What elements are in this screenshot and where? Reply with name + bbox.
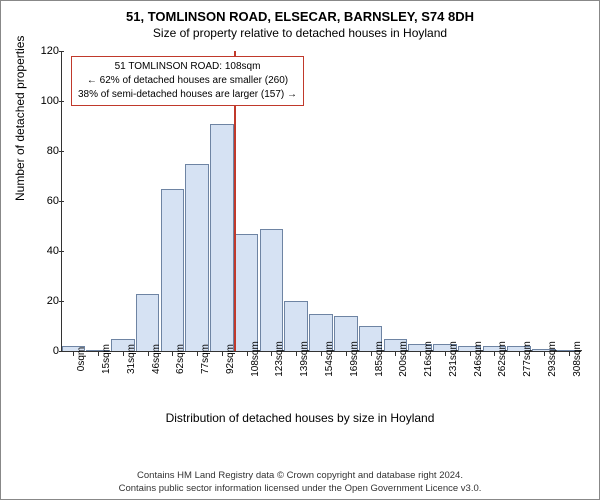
x-tick-label: 200sqm [398,341,409,377]
x-tick-mark [123,351,124,356]
chart-subtitle: Size of property relative to detached ho… [1,24,599,44]
x-tick-label: 62sqm [175,344,186,374]
footer-line-1: Contains HM Land Registry data © Crown c… [1,470,599,482]
x-tick-label: 46sqm [151,344,162,374]
x-tick-label: 123sqm [274,341,285,377]
y-tick-label: 100 [21,95,59,107]
x-tick-mark [371,351,372,356]
x-tick-label: 216sqm [423,341,434,377]
x-tick-mark [544,351,545,356]
x-tick-mark [395,351,396,356]
chart-container: 51, TOMLINSON ROAD, ELSECAR, BARNSLEY, S… [0,0,600,500]
x-tick-label: 308sqm [572,341,583,377]
x-axis-label: Distribution of detached houses by size … [1,411,599,425]
histogram-bar [185,164,209,352]
x-tick-label: 246sqm [473,341,484,377]
y-tick-mark [59,201,64,202]
annotation-line: 38% of semi-detached houses are larger (… [78,88,297,102]
x-tick-mark [346,351,347,356]
x-tick-mark [148,351,149,356]
x-tick-mark [445,351,446,356]
histogram-bar [235,234,259,352]
y-tick-label: 0 [21,345,59,357]
x-tick-label: 169sqm [349,341,360,377]
x-tick-mark [172,351,173,356]
x-tick-mark [470,351,471,356]
y-tick-mark [59,51,64,52]
x-tick-mark [98,351,99,356]
x-tick-label: 139sqm [299,341,310,377]
x-tick-label: 0sqm [76,347,87,371]
annotation-box: 51 TOMLINSON ROAD: 108sqm← 62% of detach… [71,56,304,106]
x-tick-mark [296,351,297,356]
x-tick-label: 77sqm [200,344,211,374]
x-tick-label: 262sqm [497,341,508,377]
x-tick-label: 277sqm [522,341,533,377]
y-tick-label: 40 [21,245,59,257]
y-tick-mark [59,101,64,102]
y-tick-label: 60 [21,195,59,207]
x-tick-mark [222,351,223,356]
histogram-bar [260,229,284,352]
x-tick-label: 108sqm [250,341,261,377]
y-tick-label: 120 [21,45,59,57]
x-tick-label: 15sqm [101,344,112,374]
x-tick-mark [197,351,198,356]
histogram-bar [210,124,234,352]
x-tick-label: 31sqm [126,344,137,374]
x-tick-mark [420,351,421,356]
annotation-line: 51 TOMLINSON ROAD: 108sqm [78,60,297,74]
annotation-line: ← 62% of detached houses are smaller (26… [78,74,297,88]
x-tick-mark [569,351,570,356]
x-tick-mark [321,351,322,356]
x-tick-label: 293sqm [547,341,558,377]
histogram-bar [161,189,185,352]
y-tick-mark [59,301,64,302]
x-tick-label: 231sqm [448,341,459,377]
y-axis: 020406080100120 [21,51,59,351]
x-tick-mark [519,351,520,356]
y-tick-label: 80 [21,145,59,157]
x-axis: 0sqm15sqm31sqm46sqm62sqm77sqm92sqm108sqm… [61,351,581,406]
y-tick-label: 20 [21,295,59,307]
histogram-bar [136,294,160,352]
x-tick-label: 154sqm [324,341,335,377]
footer-line-2: Contains public sector information licen… [1,483,599,495]
x-tick-mark [247,351,248,356]
y-tick-mark [59,151,64,152]
x-tick-mark [494,351,495,356]
x-tick-mark [73,351,74,356]
x-tick-mark [271,351,272,356]
x-tick-label: 92sqm [225,344,236,374]
x-tick-label: 185sqm [374,341,385,377]
y-tick-mark [59,251,64,252]
chart-title: 51, TOMLINSON ROAD, ELSECAR, BARNSLEY, S… [1,1,599,24]
footer: Contains HM Land Registry data © Crown c… [1,470,599,495]
